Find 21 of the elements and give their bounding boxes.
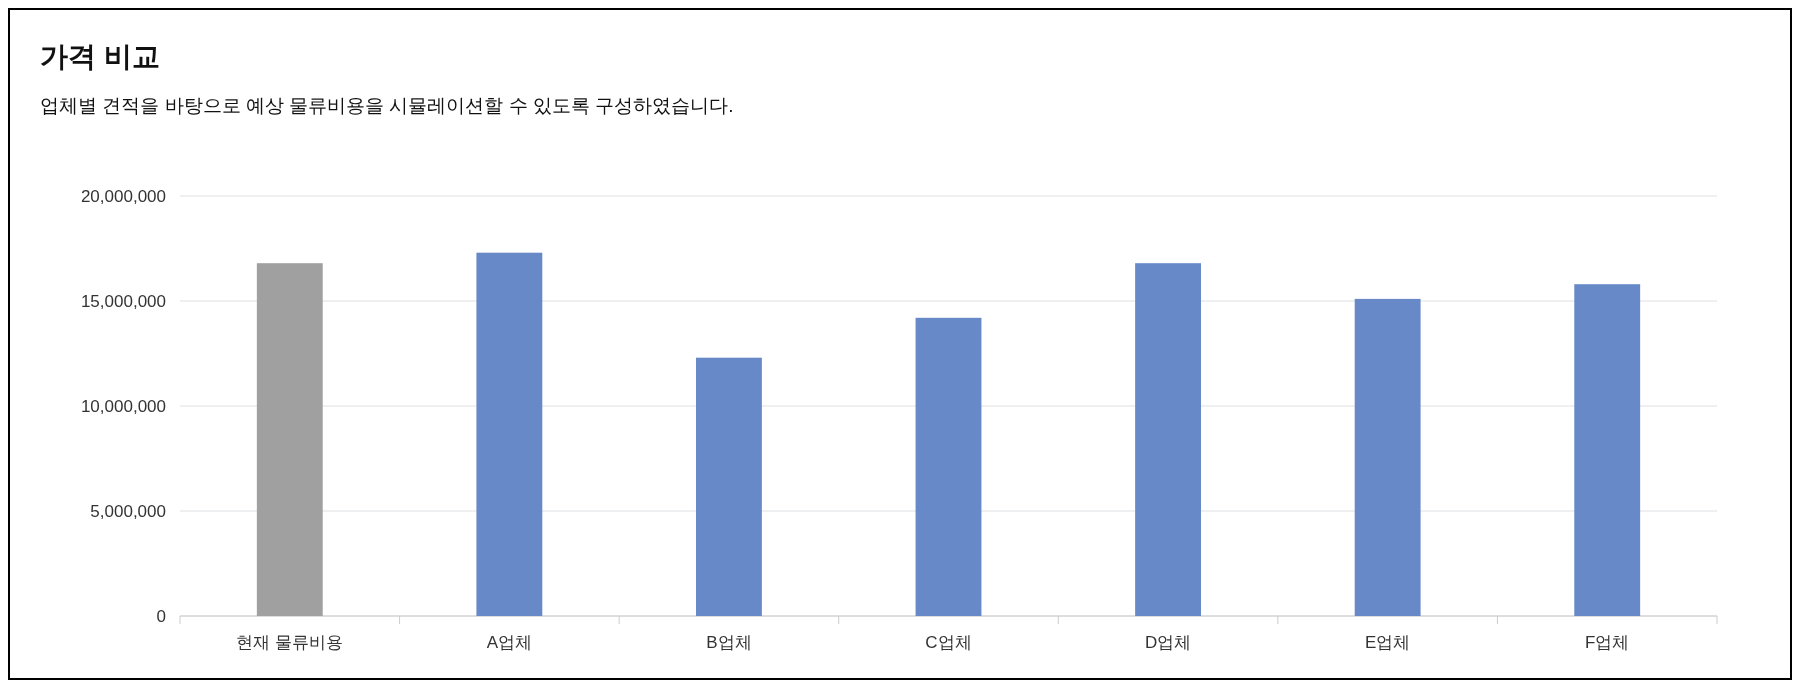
y-tick-label: 20,000,000 (80, 186, 166, 206)
y-tick-label: 0 (156, 606, 166, 626)
x-tick-label: A업체 (486, 633, 533, 652)
chart-subtitle: 업체별 견적을 바탕으로 예상 물류비용을 시뮬레이션할 수 있도록 구성하였습니다. (40, 95, 734, 116)
bar (256, 263, 323, 616)
x-tick-label: E업체 (1364, 633, 1411, 652)
bar (1574, 284, 1641, 616)
chart-title: 가격 비교 (40, 41, 160, 72)
bar (1354, 298, 1421, 616)
bar (915, 317, 982, 616)
x-tick-label: D업체 (1144, 633, 1192, 652)
x-tick-label: C업체 (925, 633, 972, 652)
x-tick-label: F업체 (1585, 633, 1630, 652)
y-tick-label: 5,000,000 (90, 501, 166, 521)
x-tick-label: B업체 (706, 633, 752, 652)
bar (1135, 263, 1202, 616)
bar (695, 357, 762, 616)
x-tick-label: 현재 물류비용 (236, 633, 344, 652)
y-tick-label: 15,000,000 (80, 291, 166, 311)
bar (476, 252, 543, 616)
y-tick-label: 10,000,000 (80, 396, 166, 416)
